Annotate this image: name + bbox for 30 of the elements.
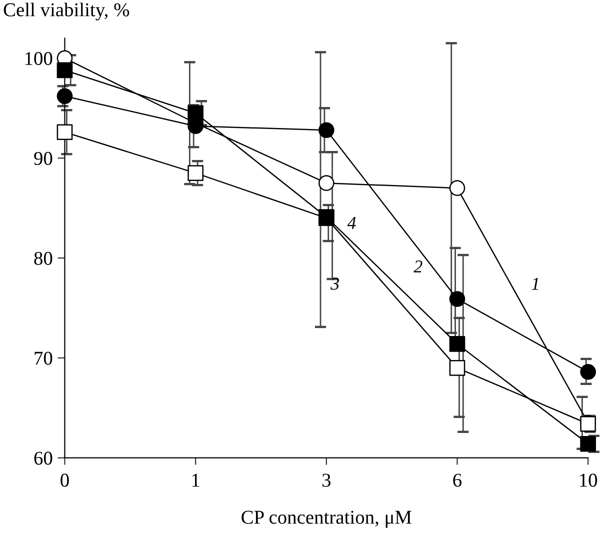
series-label: 3: [330, 278, 339, 290]
x-axis-title: CP concentration, μM: [242, 510, 412, 528]
point: [188, 105, 204, 122]
series-label: 4: [347, 217, 356, 229]
x-tick-label: 1: [192, 474, 200, 487]
y-axis-title: Cell viability, %: [4, 2, 130, 20]
point: [56, 62, 73, 78]
series-label: 2: [414, 260, 422, 272]
x-tick-label: 6: [453, 474, 462, 487]
point: [188, 165, 204, 181]
series-label: 1: [532, 278, 538, 290]
point: [56, 124, 73, 140]
point: [449, 180, 466, 196]
y-tick-label: 70: [34, 352, 52, 365]
y-tick-label: 60: [34, 452, 52, 465]
point: [449, 360, 466, 376]
point: [580, 416, 596, 432]
y-tick-label: 100: [25, 52, 52, 66]
y-tick-label: 80: [34, 252, 52, 265]
y-tick-label: 90: [34, 152, 52, 166]
point: [318, 122, 334, 138]
x-tick-label: 10: [580, 474, 598, 487]
x-tick-label: 3: [322, 474, 330, 487]
point: [580, 364, 596, 380]
point: [449, 336, 466, 352]
point: [56, 88, 73, 104]
point: [449, 291, 466, 307]
point: [318, 175, 334, 191]
point: [580, 436, 596, 452]
x-tick-label: 0: [60, 474, 69, 487]
